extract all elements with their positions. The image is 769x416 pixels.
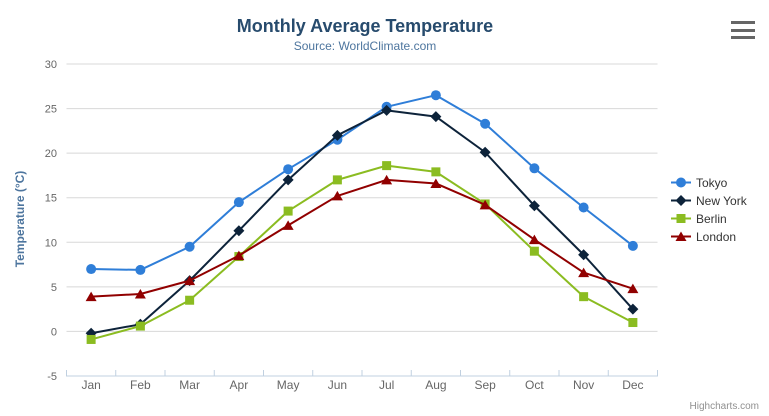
series-tokyo-point[interactable]	[233, 197, 244, 208]
y-tick-label: 25	[45, 104, 57, 116]
series-berlin-point[interactable]	[628, 318, 638, 328]
y-tick-label: 15	[45, 193, 57, 205]
legend-item-berlin[interactable]: Berlin	[671, 210, 747, 227]
series-berlin-point[interactable]	[431, 167, 441, 177]
hamburger-menu-icon	[731, 36, 755, 39]
x-tick-label: Jan	[81, 378, 100, 392]
x-tick-label: Mar	[179, 378, 200, 392]
series-london	[85, 174, 639, 302]
series-berlin-line	[90, 164, 634, 341]
circle-marker-icon[interactable]	[676, 177, 686, 188]
series-new-york-point[interactable]	[233, 225, 245, 237]
series-tokyo-point[interactable]	[283, 164, 294, 175]
series-berlin-point[interactable]	[529, 246, 539, 256]
series-new-york-point[interactable]	[430, 111, 442, 123]
hamburger-menu-icon	[731, 28, 755, 32]
series-london-line	[90, 178, 634, 298]
legend-item-london[interactable]: London	[671, 228, 747, 245]
series-london-point[interactable]	[134, 288, 146, 299]
square-marker-icon[interactable]	[676, 214, 686, 223]
series-london-point[interactable]	[479, 199, 491, 210]
series-berlin-point[interactable]	[135, 321, 145, 331]
y-axis-title: Temperature (°C)	[13, 170, 27, 268]
series-berlin-point[interactable]	[382, 161, 392, 171]
legend-item-new-york[interactable]: New York	[671, 192, 747, 209]
series-tokyo-point[interactable]	[578, 202, 589, 213]
series-new-york-line	[90, 109, 634, 335]
series-tokyo-point[interactable]	[627, 240, 638, 251]
legend: Tokyo New York Berlin London	[671, 174, 747, 245]
hamburger-menu-icon	[731, 21, 755, 24]
series-london-point[interactable]	[528, 234, 540, 245]
series-berlin-point[interactable]	[332, 175, 342, 185]
series-new-york-point[interactable]	[528, 200, 540, 212]
chart-title: Monthly Average Temperature	[236, 16, 494, 36]
circle-marker-icon	[671, 177, 691, 188]
x-tick-label: Feb	[130, 378, 151, 392]
series-london-point[interactable]	[627, 283, 639, 294]
y-tick-label: 20	[45, 148, 57, 160]
series-tokyo	[86, 90, 638, 275]
triangle-marker-icon[interactable]	[675, 231, 687, 242]
legend-label-tokyo: Tokyo	[696, 175, 728, 190]
y-tick-label: 5	[51, 282, 57, 294]
series-berlin-point[interactable]	[283, 206, 293, 216]
series-london-point[interactable]	[233, 250, 245, 261]
triangle-marker-icon	[671, 231, 691, 242]
x-tick-label: Nov	[573, 378, 594, 392]
legend-item-tokyo[interactable]: Tokyo	[671, 174, 747, 191]
series-london-point[interactable]	[430, 178, 442, 188]
series-new-york-point[interactable]	[331, 129, 343, 141]
x-tick-label: Dec	[622, 378, 643, 392]
square-marker-icon	[671, 214, 691, 223]
series-new-york-point[interactable]	[578, 249, 590, 261]
legend-label-new-york: New York	[696, 193, 747, 208]
series-tokyo-point[interactable]	[86, 264, 97, 275]
series-tokyo-point[interactable]	[184, 241, 195, 252]
series-london-point[interactable]	[85, 291, 97, 302]
series-london-point[interactable]	[184, 275, 196, 286]
y-tick-label: -5	[47, 371, 57, 383]
series-berlin-point[interactable]	[86, 334, 96, 344]
series-berlin-point[interactable]	[579, 292, 589, 302]
series-tokyo-point[interactable]	[529, 163, 540, 174]
x-tick-label: Apr	[230, 378, 249, 392]
x-tick-label: Jul	[379, 378, 394, 392]
series-new-york-point[interactable]	[479, 146, 491, 158]
legend-label-berlin: Berlin	[696, 211, 727, 226]
x-tick-label: May	[277, 378, 300, 392]
series-tokyo-point[interactable]	[135, 264, 146, 275]
x-tick-label: Oct	[525, 378, 544, 392]
y-tick-label: 0	[51, 326, 57, 338]
series-london-point[interactable]	[578, 267, 590, 278]
diamond-marker-icon[interactable]	[675, 195, 687, 206]
export-menu-button[interactable]	[731, 21, 755, 39]
series-berlin-point[interactable]	[185, 295, 195, 305]
series-new-york	[85, 104, 639, 339]
series-london-point[interactable]	[331, 190, 343, 201]
y-tick-label: 10	[45, 237, 57, 249]
series-new-york-point[interactable]	[282, 174, 294, 186]
chart-subtitle: Source: WorldClimate.com	[293, 39, 437, 53]
diamond-marker-icon	[671, 195, 691, 206]
series-tokyo-line	[90, 94, 634, 271]
x-tick-label: Sep	[474, 378, 496, 392]
x-tick-label: Jun	[328, 378, 347, 392]
legend-label-london: London	[696, 229, 737, 244]
y-tick-label: 30	[45, 59, 57, 71]
series-tokyo-point[interactable]	[480, 118, 491, 129]
series-london-point[interactable]	[282, 220, 294, 230]
series-london-point[interactable]	[381, 174, 393, 185]
series-tokyo-point[interactable]	[430, 90, 441, 101]
x-tick-label: Aug	[425, 378, 446, 392]
series-new-york-point[interactable]	[381, 104, 393, 116]
series-new-york-point[interactable]	[627, 303, 639, 315]
highcharts-credit[interactable]: Highcharts.com	[689, 401, 759, 412]
